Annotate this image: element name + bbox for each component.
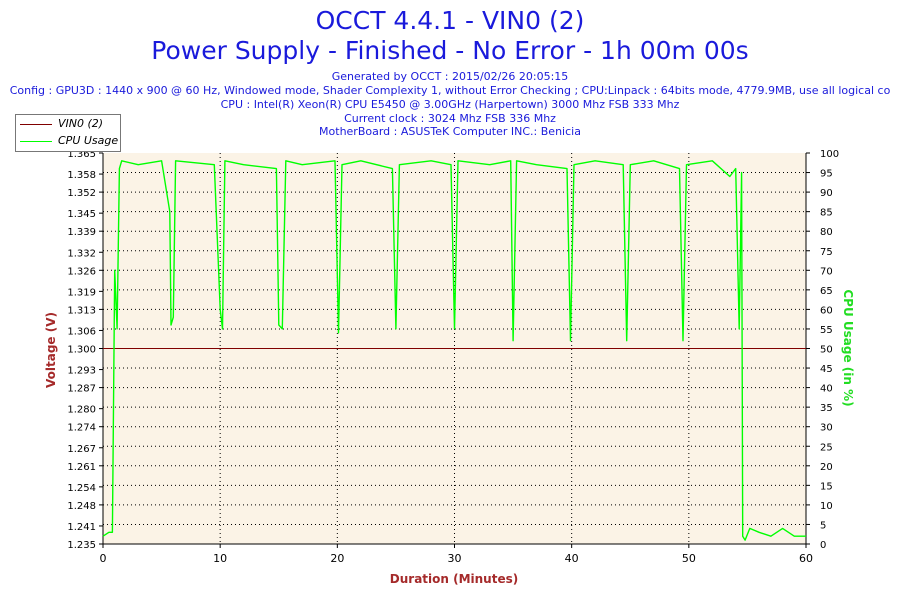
- y-tick-label-right: 85: [820, 208, 833, 219]
- x-tick-label: 0: [100, 552, 107, 565]
- legend-swatch-vin0: [20, 124, 52, 125]
- legend-label-vin0: VIN0 (2): [58, 117, 104, 130]
- legend-label-cpu-usage: CPU Usage: [58, 134, 119, 147]
- y-tick-label-left: 1.254: [67, 483, 96, 494]
- y-tick-label-right: 60: [820, 305, 833, 316]
- y-tick-label-left: 1.287: [67, 384, 96, 395]
- y-tick-label-left: 1.293: [67, 366, 96, 377]
- y-tick-label-left: 1.241: [67, 522, 96, 533]
- y-tick-label-left: 1.274: [67, 423, 96, 434]
- y-tick-label-right: 20: [820, 462, 833, 473]
- info-line-generated: Generated by OCCT : 2015/02/26 20:05:15: [331, 70, 569, 83]
- y-tick-label-right: 50: [820, 345, 833, 356]
- info-line-clock: Current clock : 3024 Mhz FSB 336 Mhz: [344, 112, 556, 125]
- y-tick-label-left: 1.365: [67, 149, 96, 160]
- info-line-motherboard: MotherBoard : ASUSTeK Computer INC.: Ben…: [319, 125, 581, 138]
- y-axis-label-right: CPU Usage (in %): [841, 289, 855, 407]
- y-tick-label-left: 1.352: [67, 188, 96, 199]
- x-tick-label: 50: [682, 552, 696, 565]
- y-tick-label-right: 75: [820, 247, 833, 258]
- y-tick-label-right: 0: [820, 540, 826, 551]
- series-line-cpu-usage: [102, 160, 806, 541]
- x-tick-label: 10: [213, 552, 227, 565]
- chart-title: OCCT 4.4.1 - VIN0 (2): [315, 6, 585, 35]
- y-tick-label-left: 1.300: [67, 345, 96, 356]
- y-tick-label-right: 100: [820, 149, 839, 160]
- y-tick-label-right: 15: [820, 481, 833, 492]
- legend-swatch-cpu-usage: [20, 141, 52, 142]
- x-tick-label: 40: [565, 552, 579, 565]
- y-tick-label-right: 30: [820, 423, 833, 434]
- y-tick-label-right: 10: [820, 501, 833, 512]
- y-tick-label-right: 25: [820, 442, 833, 453]
- y-tick-label-right: 70: [820, 266, 833, 277]
- y-tick-label-right: 65: [820, 286, 833, 297]
- y-tick-label-left: 1.267: [67, 444, 96, 455]
- x-tick-label: 30: [448, 552, 462, 565]
- y-tick-label-left: 1.306: [67, 326, 96, 337]
- y-tick-label-right: 5: [820, 520, 826, 531]
- y-tick-label-left: 1.345: [67, 209, 96, 220]
- info-line-cpu: CPU : Intel(R) Xeon(R) CPU E5450 @ 3.00G…: [220, 98, 680, 111]
- y-tick-label-left: 1.339: [67, 227, 96, 238]
- y-tick-label-right: 95: [820, 169, 833, 180]
- y-tick-label-left: 1.332: [67, 248, 96, 259]
- x-axis-label: Duration (Minutes): [389, 572, 519, 586]
- y-tick-label-left: 1.248: [67, 501, 96, 512]
- y-tick-label-right: 45: [820, 364, 833, 375]
- y-tick-label-left: 1.235: [67, 540, 96, 551]
- y-tick-label-left: 1.319: [67, 287, 96, 298]
- y-tick-label-right: 90: [820, 188, 833, 199]
- x-tick-label: 60: [799, 552, 813, 565]
- y-tick-label-left: 1.280: [67, 405, 96, 416]
- legend: VIN0 (2) CPU Usage: [15, 114, 121, 152]
- y-tick-label-left: 1.326: [67, 266, 96, 277]
- y-tick-label-left: 1.313: [67, 305, 96, 316]
- y-tick-label-left: 1.261: [67, 462, 96, 473]
- y-tick-label-right: 80: [820, 227, 833, 238]
- y-axis-label-left: Voltage (V): [44, 312, 58, 388]
- y-tick-label-right: 40: [820, 384, 833, 395]
- info-line-config: Config : GPU3D : 1440 x 900 @ 60 Hz, Win…: [9, 84, 891, 97]
- y-tick-label-left: 1.358: [67, 170, 96, 181]
- x-tick-label: 20: [330, 552, 344, 565]
- chart-subtitle: Power Supply - Finished - No Error - 1h …: [151, 36, 749, 65]
- y-tick-label-right: 35: [820, 403, 833, 414]
- y-tick-label-right: 55: [820, 325, 833, 336]
